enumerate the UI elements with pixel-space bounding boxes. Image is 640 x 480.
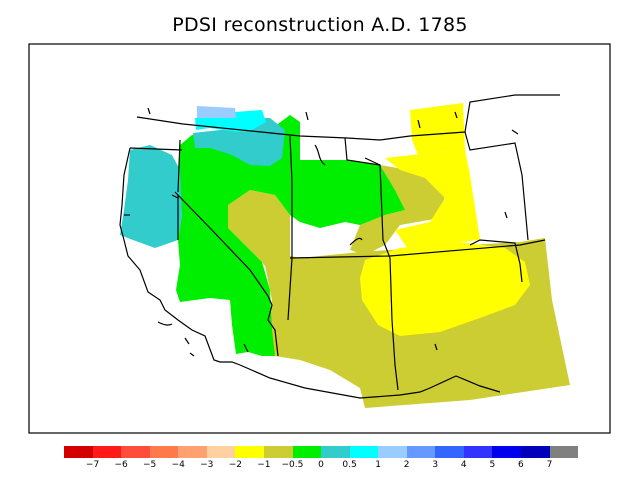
pdsi-fields xyxy=(120,103,570,408)
colorbar-swatch xyxy=(292,446,322,458)
colorbar-tick-label: 3 xyxy=(432,460,439,470)
colorbar-tick-label: −1 xyxy=(257,460,271,470)
colorbar-swatch xyxy=(178,446,207,458)
colorbar-tick-label: −3 xyxy=(200,460,214,470)
colorbar-tick-label: −4 xyxy=(171,460,185,470)
colorbar-swatch xyxy=(149,446,179,458)
colorbar-swatch xyxy=(321,446,350,458)
field-dry-mild-central xyxy=(228,190,290,275)
colorbar-tick-label: −6 xyxy=(114,460,128,470)
colorbar-labels: −7 −6 −5 −4 −3 −2 −1 −0.5 0 0.5 1 2 3 4 5 6 7 xyxy=(0,460,640,474)
colorbar-swatch xyxy=(263,446,293,458)
colorbar-tick-label: 0 xyxy=(318,460,324,470)
colorbar-swatch xyxy=(463,446,493,458)
map-frame xyxy=(28,43,611,434)
colorbar-swatch xyxy=(492,446,521,458)
field-dry-mild-northeast xyxy=(350,165,445,255)
water-features xyxy=(124,107,519,357)
map-title: PDSI reconstruction A.D. 1785 xyxy=(172,14,468,36)
field-neutral xyxy=(176,115,405,356)
boundaries xyxy=(119,94,560,399)
colorbar-swatch xyxy=(378,446,407,458)
colorbar-tick-label: 6 xyxy=(518,460,524,470)
colorbar-swatch xyxy=(64,446,93,458)
field-wet-mild-idaho xyxy=(193,118,285,166)
field-dry-moderate-north xyxy=(410,103,465,155)
colorbar-tick-label: 5 xyxy=(489,460,496,470)
colorbar-swatch xyxy=(92,446,122,458)
colorbar-tick-label: 2 xyxy=(403,460,410,470)
colorbar-tick-label: 7 xyxy=(546,460,553,470)
colorbar xyxy=(64,446,579,458)
colorbar-swatch xyxy=(435,446,464,458)
colorbar-tick-label: 4 xyxy=(460,460,467,470)
colorbar-swatch xyxy=(406,446,436,458)
colorbar-tick-label: −0.5 xyxy=(281,460,304,470)
colorbar-tick-label: 0.5 xyxy=(342,460,357,470)
colorbar-swatch xyxy=(121,446,150,458)
field-dry-moderate-plains xyxy=(385,150,480,252)
colorbar-swatch xyxy=(206,446,236,458)
colorbar-tick-label: −2 xyxy=(228,460,242,470)
colorbar-swatch xyxy=(235,446,264,458)
field-wet-mild-northwest xyxy=(120,145,182,248)
colorbar-tick-label: −7 xyxy=(85,460,100,470)
colorbar-swatch xyxy=(349,446,379,458)
colorbar-swatch xyxy=(521,446,550,458)
colorbar-swatch xyxy=(549,446,579,458)
colorbar-tick-label: −5 xyxy=(143,460,157,470)
colorbar-tick-label: 1 xyxy=(375,460,381,470)
field-wet-strong xyxy=(197,106,236,118)
field-dry-moderate-south xyxy=(360,242,530,336)
